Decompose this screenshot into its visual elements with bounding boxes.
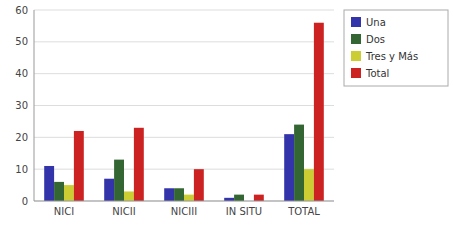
grid-line: [34, 105, 334, 106]
bar: [64, 185, 74, 201]
x-tick-label: IN SITU: [226, 206, 262, 217]
x-tick-label: TOTAL: [287, 206, 320, 217]
chart: 0 10 20 30 40 50 60 NICI NICII NICIII IN SITU TOTAL…: [0, 0, 454, 227]
legend-frame: [344, 10, 448, 86]
bar: [124, 191, 134, 201]
y-tick-label: 50: [15, 36, 28, 47]
legend-swatch: [351, 68, 361, 78]
y-axis-line: [34, 10, 35, 201]
legend: Una Dos Tres y Más Total: [344, 10, 448, 86]
x-tick-label: NICI: [54, 206, 74, 217]
bar: [314, 23, 324, 201]
bar: [304, 169, 314, 201]
y-tick-label: 10: [15, 164, 28, 175]
bar: [284, 134, 294, 201]
legend-label: Dos: [366, 34, 385, 45]
bar: [134, 128, 144, 201]
bar: [184, 195, 194, 201]
y-tick-label: 20: [15, 132, 28, 143]
bar: [104, 179, 114, 201]
bar: [54, 182, 64, 201]
y-tick-label: 40: [15, 68, 28, 79]
legend-label: Una: [366, 17, 386, 28]
grid-line: [34, 10, 334, 11]
legend-swatch: [351, 17, 361, 27]
x-axis-line: [34, 201, 334, 202]
bar: [254, 195, 264, 201]
y-tick-label: 30: [15, 100, 28, 111]
bar: [174, 188, 184, 201]
chart-container: 0 10 20 30 40 50 60 NICI NICII NICIII IN SITU TOTAL…: [0, 0, 454, 227]
bar: [74, 131, 84, 201]
bar: [44, 166, 54, 201]
bar: [164, 188, 174, 201]
bar: [294, 125, 304, 201]
bar: [114, 160, 124, 201]
legend-label: Tres y Más: [365, 51, 418, 62]
y-tick-label: 0: [22, 196, 28, 207]
bar: [194, 169, 204, 201]
x-tick-label: NICII: [112, 206, 135, 217]
grid-line: [34, 73, 334, 74]
x-tick-label: NICIII: [171, 206, 197, 217]
grid-line: [34, 201, 334, 202]
y-tick-label: 60: [15, 5, 28, 16]
grid-line: [34, 41, 334, 42]
legend-swatch: [351, 34, 361, 44]
legend-label: Total: [365, 68, 389, 79]
bars: [44, 23, 324, 201]
legend-swatch: [351, 51, 361, 61]
grid: [34, 10, 334, 201]
bar: [234, 195, 244, 201]
